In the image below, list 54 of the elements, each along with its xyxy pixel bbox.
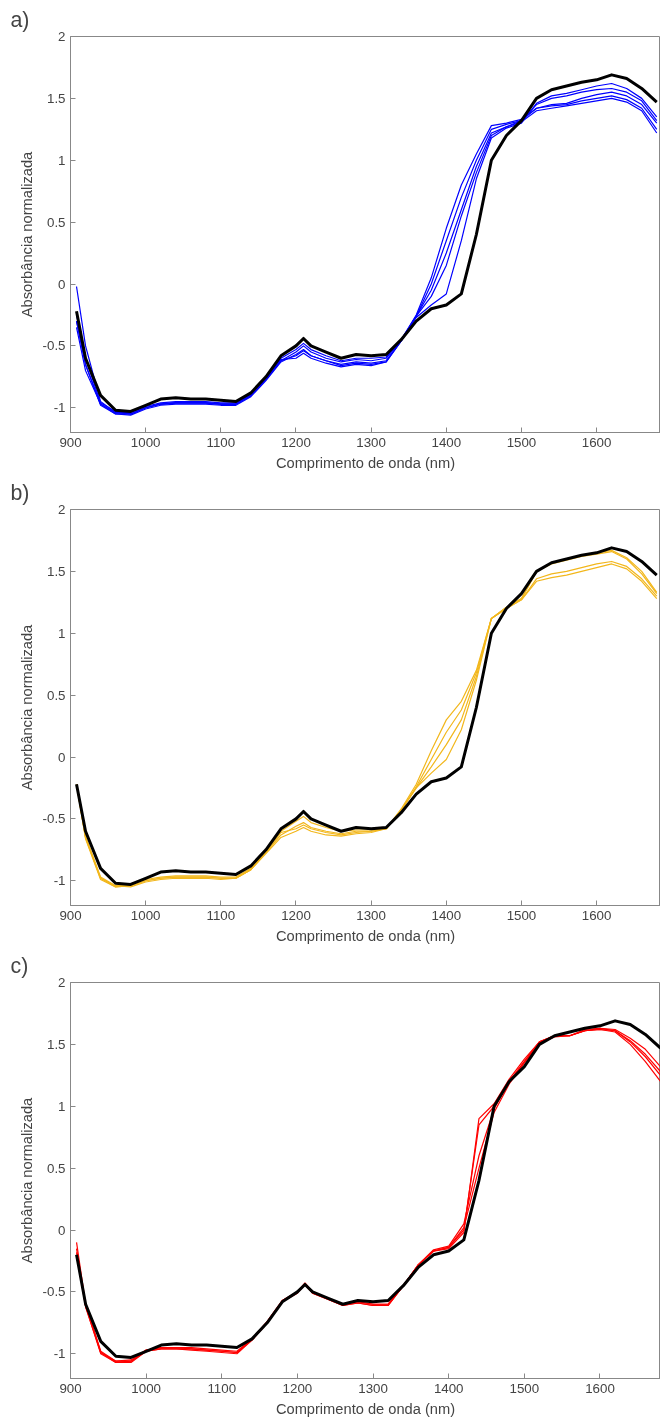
x-tick-label: 1100 (206, 907, 236, 923)
x-tick-label: 1300 (356, 434, 386, 450)
x-tick-label: 900 (59, 434, 82, 450)
y-tick-label: -1 (53, 873, 66, 889)
x-tick-label: 1300 (358, 1380, 388, 1396)
y-tick-label: 1 (58, 1098, 66, 1114)
x-tick-label: 1000 (130, 434, 161, 450)
x-tick-label: 900 (59, 907, 82, 923)
y-axis-title: Absorbância normalizada (18, 150, 35, 318)
y-tick-label: 0.5 (46, 1160, 66, 1176)
x-tick-label: 1600 (581, 907, 612, 923)
x-tick-label: 900 (59, 1380, 82, 1396)
x-tick-label: 1200 (281, 434, 311, 450)
y-tick-label: -0.5 (42, 338, 66, 354)
y-tick-label: 1 (58, 152, 66, 168)
y-axis-title: Absorbância normalizada (18, 1096, 35, 1264)
y-tick-label: 0.5 (46, 214, 66, 230)
y-tick-label: -1 (53, 400, 66, 416)
y-tick-label: 1.5 (46, 90, 66, 106)
x-tick-label: 1000 (130, 907, 161, 923)
x-axis-title: Comprimento de onda (nm) (275, 1400, 456, 1417)
x-tick-label: 1400 (431, 434, 462, 450)
x-tick-label: 1400 (431, 907, 462, 923)
x-tick-label: 1200 (281, 907, 311, 923)
y-tick-label: 0 (58, 276, 66, 292)
x-tick-label: 1400 (433, 1380, 464, 1396)
x-tick-label: 1000 (131, 1380, 161, 1396)
x-tick-label: 1500 (506, 434, 537, 450)
x-axis-title: Comprimento de onda (nm) (275, 927, 456, 944)
chart-title: b) (10, 480, 30, 505)
y-tick-label: -0.5 (42, 811, 66, 827)
y-tick-label: 0.5 (46, 687, 66, 703)
y-tick-label: -0.5 (42, 1284, 66, 1300)
x-tick-label: 1300 (356, 907, 386, 923)
y-tick-label: 2 (58, 29, 66, 44)
y-tick-label: 2 (58, 975, 66, 990)
x-tick-label: 1100 (206, 434, 236, 450)
y-tick-label: 0 (58, 749, 66, 765)
x-tick-label: 1600 (585, 1380, 615, 1396)
y-tick-label: 1.5 (46, 563, 66, 579)
x-tick-label: 1500 (509, 1380, 540, 1396)
chart-title: a) (10, 7, 30, 32)
x-tick-label: 1500 (506, 907, 537, 923)
y-tick-label: 1.5 (46, 1036, 66, 1052)
x-axis-title: Comprimento de onda (nm) (275, 454, 456, 471)
y-tick-label: 1 (58, 625, 66, 641)
y-tick-label: -1 (53, 1346, 66, 1362)
chart-title: c) (10, 953, 29, 978)
x-tick-label: 1100 (207, 1380, 237, 1396)
y-axis-title: Absorbância normalizada (18, 623, 35, 791)
y-tick-label: 2 (58, 502, 66, 517)
y-tick-label: 0 (58, 1222, 66, 1238)
x-tick-label: 1200 (282, 1380, 313, 1396)
x-tick-label: 1600 (581, 434, 612, 450)
